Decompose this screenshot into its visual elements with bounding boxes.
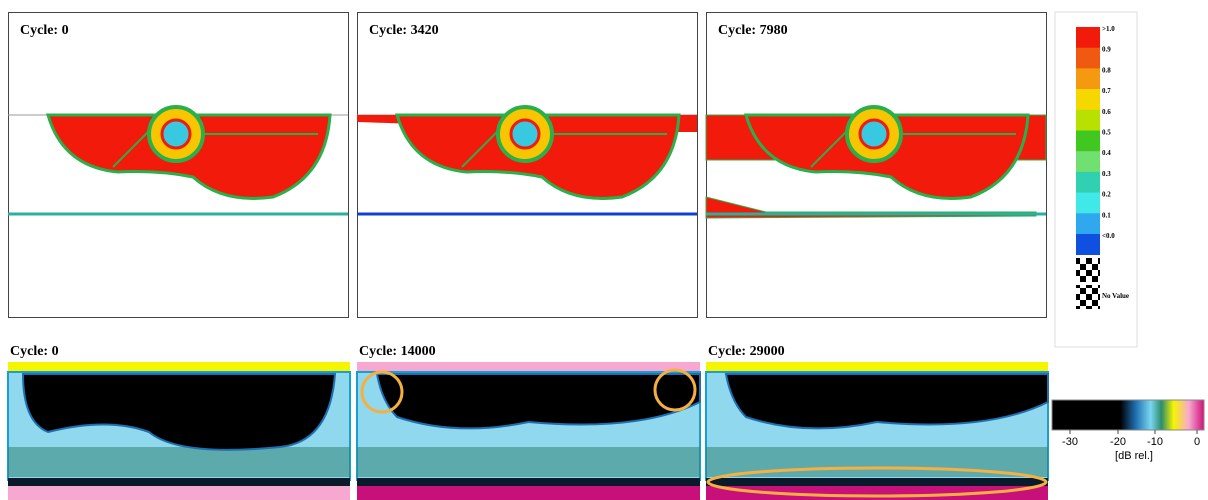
legend-label: 0.3 — [1102, 170, 1111, 178]
page: Cycle: 0 Cycle: 3420 Cycle: 7980 Cycle: 0 Cy… — [0, 0, 1208, 500]
legend-label: 0.6 — [1102, 108, 1111, 116]
legend-swatch — [1076, 68, 1100, 89]
inclusion-core — [162, 120, 190, 148]
inclusion-core — [511, 120, 539, 148]
colorbar-tick-label: -30 — [1062, 436, 1078, 448]
legend-swatch — [1076, 131, 1100, 152]
top-panel: Cycle: 0 — [8, 13, 349, 318]
top-panel: Cycle: 7980 — [706, 13, 1047, 318]
colorbar-tick-label: 0 — [1194, 436, 1200, 448]
band-deep — [8, 447, 350, 477]
band-dark — [706, 478, 1048, 486]
panel-label: Cycle: 14000 — [359, 344, 436, 359]
legend-label: >1.0 — [1102, 25, 1115, 33]
colorbar-tick-label: -10 — [1147, 436, 1163, 448]
panel-label: Cycle: 7980 — [718, 23, 788, 38]
panel-label: Cycle: 0 — [20, 23, 69, 38]
legend-swatch — [1076, 213, 1100, 234]
inclusion-core — [860, 120, 888, 148]
legend-swatch — [1076, 27, 1100, 48]
band-dark — [357, 478, 700, 486]
legend-swatch — [1076, 48, 1100, 69]
legend-swatch — [1076, 172, 1100, 193]
legend-label: 0.1 — [1102, 211, 1111, 219]
legend-label: 0.9 — [1102, 46, 1111, 54]
panel-label: Cycle: 29000 — [708, 344, 785, 359]
top-panel: Cycle: 3420 — [357, 13, 698, 318]
legend-swatch — [1076, 234, 1100, 255]
legend-swatch — [1076, 258, 1100, 282]
legend-label: 0.2 — [1102, 191, 1111, 199]
colorbar — [1052, 400, 1204, 430]
panel-label: Cycle: 0 — [10, 344, 59, 359]
panel-label: Cycle: 3420 — [369, 23, 439, 38]
legend-label: No Value — [1102, 292, 1129, 300]
bottom-panel — [357, 362, 700, 500]
legend-label: 0.8 — [1102, 66, 1111, 74]
legend-label: 0.7 — [1102, 87, 1111, 95]
legend-label: 0.5 — [1102, 129, 1111, 137]
legend-label: <0.0 — [1102, 232, 1115, 240]
legend-label: 0.4 — [1102, 149, 1111, 157]
band-bottom — [357, 486, 700, 500]
legend-swatch — [1076, 110, 1100, 131]
colorbar-unit: [dB rel.] — [1115, 450, 1153, 462]
band-deep — [357, 447, 700, 477]
legend-swatch — [1076, 151, 1100, 172]
legend-swatch — [1076, 193, 1100, 214]
bottom-panel — [8, 362, 350, 500]
legend-swatch — [1076, 285, 1100, 309]
legend-swatch — [1076, 89, 1100, 110]
band-bottom — [8, 486, 350, 500]
bottom-panel — [706, 362, 1048, 500]
band-dark — [8, 478, 350, 486]
figure: Cycle: 0 Cycle: 3420 Cycle: 7980 Cycle: 0 Cy… — [0, 0, 1208, 500]
colorbar-tick-label: -20 — [1110, 436, 1126, 448]
